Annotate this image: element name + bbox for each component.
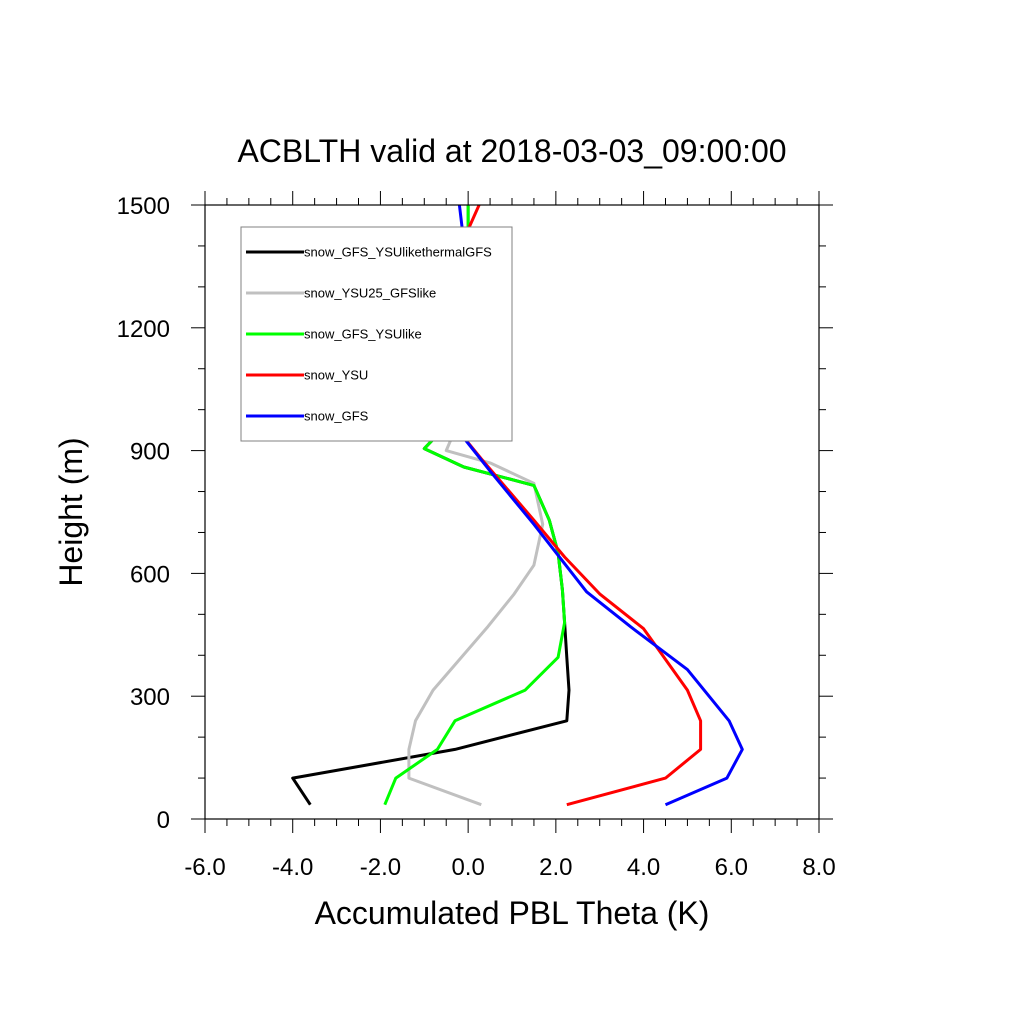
legend-label: snow_GFS_YSUlike bbox=[304, 327, 422, 342]
y-axis-label: Height (m) bbox=[53, 437, 89, 586]
y-tick-label: 1500 bbox=[117, 193, 170, 220]
x-tick-label: 4.0 bbox=[627, 854, 660, 881]
x-tick-label: -6.0 bbox=[184, 854, 225, 881]
chart-title: ACBLTH valid at 2018-03-03_09:00:00 bbox=[237, 133, 786, 169]
x-tick-label: -4.0 bbox=[272, 854, 313, 881]
axis-layer: -6.0 -4.0 -2.0 0.0 2.0 4.0 6.0 8.0 0 300 600 900 120… bbox=[117, 191, 836, 881]
x-tick-label: 8.0 bbox=[802, 854, 835, 881]
x-tick-label: 2.0 bbox=[539, 854, 572, 881]
x-tick-label: 0.0 bbox=[451, 854, 484, 881]
y-tick-label: 0 bbox=[157, 807, 170, 834]
y-tick-label: 600 bbox=[130, 561, 170, 588]
legend: snow_GFS_YSUlikethermalGFS snow_YSU25_GFS… bbox=[240, 226, 513, 442]
y-tick-label: 300 bbox=[130, 684, 170, 711]
x-tick-label: 6.0 bbox=[715, 854, 748, 881]
legend-label: snow_YSU25_GFSlike bbox=[304, 286, 436, 301]
x-axis-label: Accumulated PBL Theta (K) bbox=[315, 895, 710, 931]
y-tick-label: 1200 bbox=[117, 316, 170, 343]
y-tick-label: 900 bbox=[130, 439, 170, 466]
legend-label: snow_YSU bbox=[304, 368, 368, 383]
legend-label: snow_GFS_YSUlikethermalGFS bbox=[304, 245, 492, 260]
legend-label: snow_GFS bbox=[304, 409, 369, 424]
x-tick-label: -2.0 bbox=[360, 854, 401, 881]
